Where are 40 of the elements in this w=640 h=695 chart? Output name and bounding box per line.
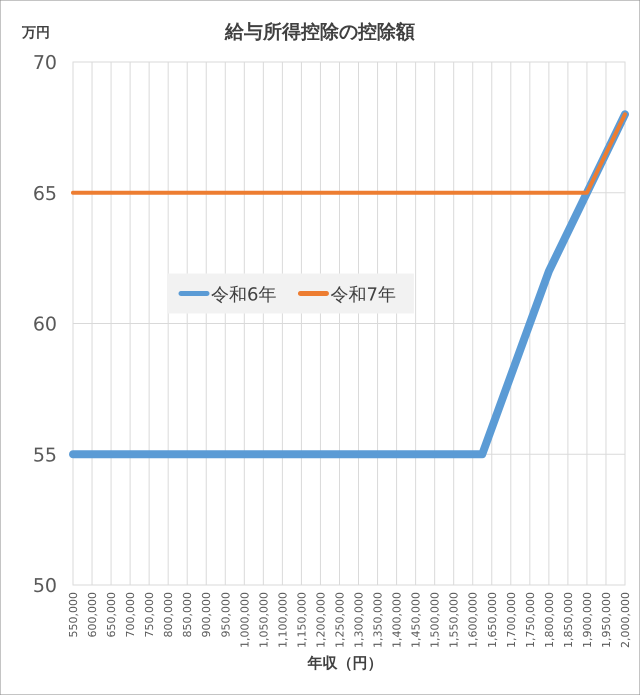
- x-tick-label: 900,000: [200, 592, 214, 638]
- y-tick-label: 55: [32, 444, 57, 466]
- chart-title: 給与所得控除の控除額: [224, 21, 415, 43]
- x-tick-label: 950,000: [219, 592, 232, 638]
- x-tick-label: 1,300,000: [352, 592, 366, 648]
- y-axis-title: 万円: [21, 25, 50, 41]
- x-tick-label: 1,000,000: [238, 592, 252, 648]
- x-tick-label: 1,350,000: [372, 592, 385, 648]
- y-tick-label: 65: [32, 182, 57, 205]
- x-tick-label: 1,200,000: [314, 592, 328, 648]
- x-tick-label: 1,400,000: [390, 592, 404, 648]
- x-tick-label: 1,550,000: [448, 592, 461, 648]
- x-tick-label: 650,000: [105, 592, 118, 638]
- x-tick-label: 1,800,000: [542, 592, 556, 648]
- legend-label: 令和7年: [330, 284, 396, 306]
- x-tick-label: 550,000: [67, 592, 80, 638]
- x-tick-label: 1,700,000: [504, 592, 518, 648]
- x-tick-label: 750,000: [143, 592, 156, 638]
- x-tick-label: 1,050,000: [257, 592, 270, 648]
- x-tick-label: 1,100,000: [276, 592, 290, 648]
- x-tick-label: 800,000: [162, 592, 176, 638]
- x-tick-label: 1,250,000: [333, 592, 346, 648]
- x-tick-label: 1,600,000: [466, 592, 480, 648]
- x-tick-label: 2,000,000: [619, 592, 632, 648]
- x-tick-label: 1,950,000: [600, 592, 613, 648]
- x-tick-label: 1,150,000: [295, 592, 308, 648]
- x-tick-label: 600,000: [86, 592, 100, 638]
- y-tick-label: 70: [32, 52, 57, 74]
- x-tick-label: 700,000: [124, 592, 138, 638]
- x-axis-title: 年収（円）: [306, 654, 382, 672]
- x-tick-label: 1,500,000: [428, 592, 442, 648]
- x-tick-label: 1,750,000: [524, 592, 537, 648]
- x-tick-label: 850,000: [181, 592, 194, 638]
- x-tick-label: 1,650,000: [486, 592, 499, 648]
- y-tick-label: 50: [32, 575, 57, 597]
- legend-label: 令和6年: [211, 284, 276, 306]
- x-tick-label: 1,850,000: [562, 592, 575, 648]
- x-tick-label: 1,900,000: [580, 592, 594, 648]
- y-tick-label: 60: [32, 314, 57, 336]
- x-tick-label: 1,450,000: [410, 592, 423, 648]
